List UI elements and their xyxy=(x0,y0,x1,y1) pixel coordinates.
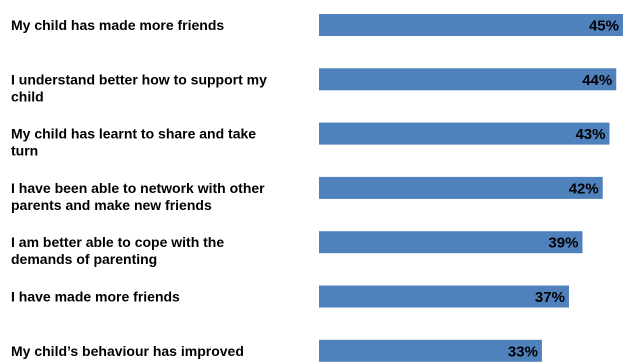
bar-5 xyxy=(319,285,569,308)
category-label-1-line-1: child xyxy=(11,88,44,104)
category-label-4-line-0: I am better able to cope with the xyxy=(11,234,224,250)
category-label-3-line-1: parents and make new friends xyxy=(11,197,212,213)
category-label-6: My child’s behaviour has improved xyxy=(11,343,244,359)
category-label-4-line-1: demands of parenting xyxy=(11,251,157,267)
category-label-1: I understand better how to support my chi… xyxy=(11,71,267,104)
value-labels: 45% 44% 43% 42% 39% 37% 33% xyxy=(508,18,619,361)
category-labels: My child has made more friends I understa… xyxy=(11,17,267,359)
category-label-3: I have been able to network with other pa… xyxy=(11,180,265,213)
value-label-0: 45% xyxy=(589,18,619,35)
category-label-4: I am better able to cope with the demands… xyxy=(11,234,224,267)
category-label-5-line-0: I have made more friends xyxy=(11,289,180,305)
bars-layer xyxy=(319,14,623,362)
category-label-0-line-0: My child has made more friends xyxy=(11,17,224,33)
value-label-4: 39% xyxy=(548,235,578,252)
category-label-5: I have made more friends xyxy=(11,289,180,305)
category-label-0: My child has made more friends xyxy=(11,17,224,33)
value-label-3: 42% xyxy=(569,180,599,197)
value-label-6: 33% xyxy=(508,343,538,360)
category-label-6-line-0: My child’s behaviour has improved xyxy=(11,343,244,359)
bar-4 xyxy=(319,231,583,254)
category-label-3-line-0: I have been able to network with other xyxy=(11,180,265,196)
category-label-2-line-1: turn xyxy=(11,143,38,159)
bar-6 xyxy=(319,339,542,362)
value-label-1: 44% xyxy=(582,72,612,89)
bar-1 xyxy=(319,68,617,91)
bar-0 xyxy=(319,14,623,36)
category-label-1-line-0: I understand better how to support my xyxy=(11,71,267,87)
category-label-2-line-0: My child has learnt to share and take xyxy=(11,126,256,142)
bar-3 xyxy=(319,176,603,199)
category-label-2: My child has learnt to share and take tur… xyxy=(11,126,256,159)
bar-2 xyxy=(319,122,610,145)
value-label-2: 43% xyxy=(575,126,605,143)
value-label-5: 37% xyxy=(535,289,565,306)
